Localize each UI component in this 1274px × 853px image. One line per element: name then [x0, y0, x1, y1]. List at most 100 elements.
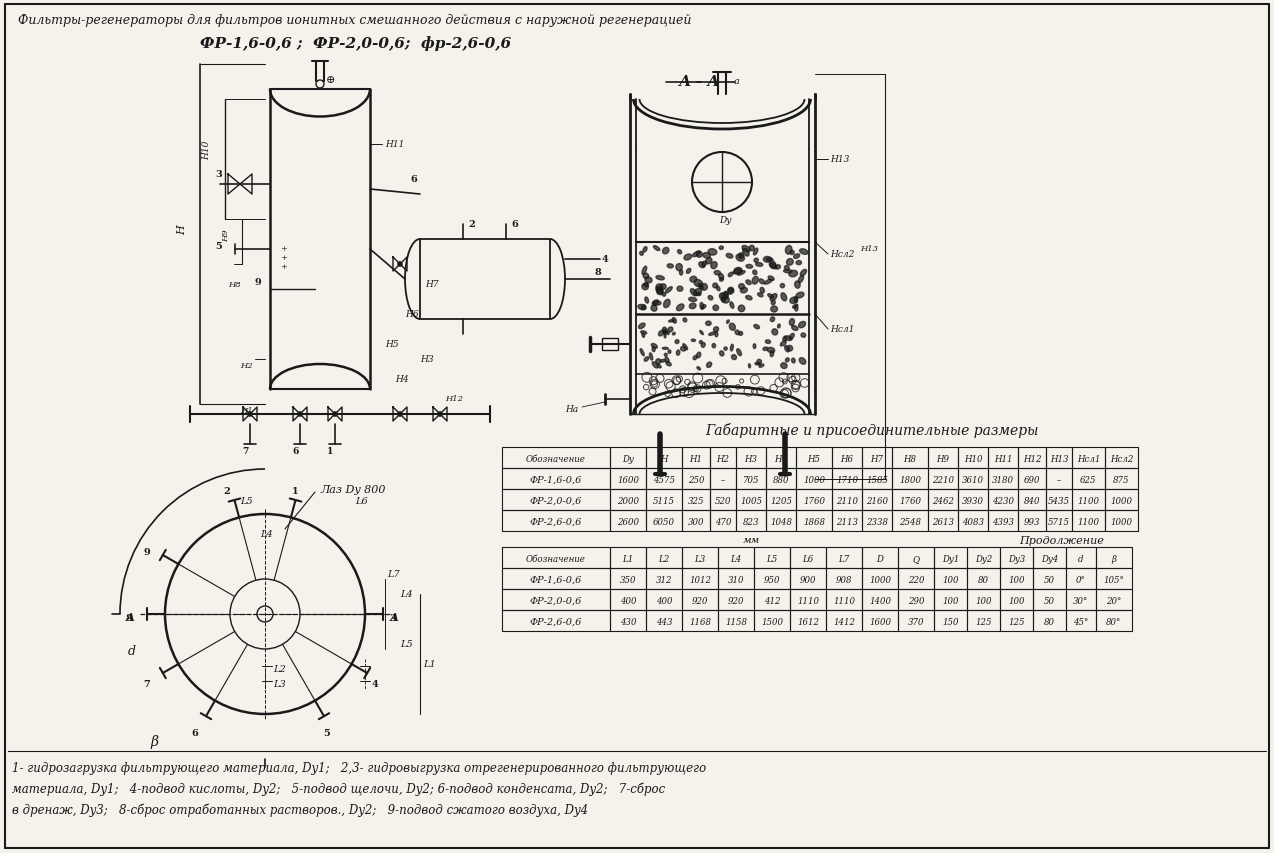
- Ellipse shape: [687, 269, 691, 274]
- Text: Hсл2: Hсл2: [829, 250, 855, 258]
- Bar: [1071, 448, 1105, 468]
- Bar: [862, 448, 892, 468]
- Text: Dy4: Dy4: [1041, 554, 1059, 563]
- Bar: [958, 510, 989, 531]
- Bar: [1096, 610, 1133, 631]
- Ellipse shape: [711, 263, 717, 270]
- Bar: [1033, 548, 1066, 568]
- Bar: [892, 448, 927, 468]
- Ellipse shape: [721, 299, 725, 303]
- Text: 6050: 6050: [654, 518, 675, 526]
- Bar: [1096, 589, 1133, 610]
- Bar: [862, 589, 898, 610]
- Ellipse shape: [768, 294, 773, 299]
- Ellipse shape: [701, 343, 706, 348]
- Ellipse shape: [800, 270, 806, 276]
- Text: 1: 1: [327, 446, 334, 456]
- Circle shape: [298, 412, 302, 416]
- Ellipse shape: [659, 331, 664, 337]
- Ellipse shape: [702, 305, 706, 309]
- Ellipse shape: [790, 334, 794, 339]
- Ellipse shape: [782, 337, 786, 342]
- Text: H: H: [177, 225, 187, 235]
- Ellipse shape: [769, 264, 777, 270]
- Ellipse shape: [656, 359, 661, 364]
- Text: 412: 412: [763, 596, 780, 606]
- Text: мм: мм: [743, 536, 761, 544]
- Bar: [862, 548, 898, 568]
- Ellipse shape: [716, 287, 720, 292]
- Text: в дренаж, Dy3;   8-сброс отработанных растворов., Dy2;   9-подвод сжатого воздух: в дренаж, Dy3; 8-сброс отработанных раст…: [11, 803, 589, 816]
- Text: 823: 823: [743, 518, 759, 526]
- Text: 840: 840: [1024, 496, 1041, 506]
- Bar: [898, 610, 934, 631]
- Bar: [766, 510, 796, 531]
- Bar: [646, 490, 682, 510]
- Ellipse shape: [699, 303, 703, 310]
- Text: 5: 5: [215, 241, 222, 251]
- Bar: [502, 548, 610, 568]
- Text: 400: 400: [619, 596, 636, 606]
- Ellipse shape: [781, 363, 787, 369]
- Bar: [682, 589, 719, 610]
- Ellipse shape: [706, 322, 711, 326]
- Text: 80°: 80°: [1106, 618, 1121, 626]
- Text: 370: 370: [908, 618, 924, 626]
- Ellipse shape: [758, 293, 763, 298]
- Ellipse shape: [786, 259, 794, 266]
- Ellipse shape: [720, 351, 724, 357]
- Bar: [646, 448, 682, 468]
- Ellipse shape: [795, 281, 800, 289]
- Text: Продолжение: Продолжение: [1019, 536, 1105, 545]
- Text: 125: 125: [976, 618, 991, 626]
- Text: H13: H13: [1050, 455, 1069, 463]
- Bar: [610, 568, 646, 589]
- Text: L5: L5: [400, 639, 413, 648]
- Bar: [927, 448, 958, 468]
- Text: 470: 470: [715, 518, 731, 526]
- Ellipse shape: [683, 318, 687, 322]
- Bar: [1071, 468, 1105, 490]
- Bar: [892, 468, 927, 490]
- Text: А: А: [126, 612, 135, 623]
- Ellipse shape: [676, 351, 680, 356]
- Text: 100: 100: [943, 596, 959, 606]
- Ellipse shape: [731, 355, 736, 360]
- Ellipse shape: [736, 255, 744, 262]
- Bar: [934, 610, 967, 631]
- Text: H9: H9: [222, 229, 231, 241]
- Ellipse shape: [713, 328, 719, 333]
- Text: 4: 4: [603, 255, 609, 264]
- Text: 1600: 1600: [617, 475, 640, 485]
- Ellipse shape: [638, 323, 645, 329]
- Circle shape: [397, 412, 403, 416]
- Ellipse shape: [739, 284, 744, 290]
- Ellipse shape: [703, 253, 711, 258]
- Text: –: –: [721, 475, 725, 485]
- Bar: [710, 448, 736, 468]
- Ellipse shape: [752, 277, 758, 285]
- Ellipse shape: [706, 258, 712, 264]
- Ellipse shape: [641, 305, 646, 310]
- Text: 30°: 30°: [1073, 596, 1089, 606]
- Text: H6: H6: [841, 455, 854, 463]
- Ellipse shape: [664, 354, 668, 357]
- Text: 2600: 2600: [617, 518, 640, 526]
- Ellipse shape: [664, 300, 670, 308]
- Text: 1600: 1600: [869, 618, 891, 626]
- Text: –: –: [1057, 475, 1061, 485]
- Ellipse shape: [745, 296, 752, 300]
- Text: Hсл1: Hсл1: [1077, 455, 1101, 463]
- Text: 100: 100: [943, 575, 959, 584]
- Bar: [682, 510, 710, 531]
- Ellipse shape: [771, 317, 775, 322]
- Bar: [790, 610, 826, 631]
- Bar: [967, 589, 1000, 610]
- Text: 2: 2: [468, 220, 475, 229]
- Text: 993: 993: [1024, 518, 1041, 526]
- Text: 1412: 1412: [833, 618, 855, 626]
- Text: H12: H12: [445, 395, 462, 403]
- Ellipse shape: [665, 357, 669, 363]
- Text: 1585: 1585: [866, 475, 888, 485]
- Text: 2000: 2000: [617, 496, 640, 506]
